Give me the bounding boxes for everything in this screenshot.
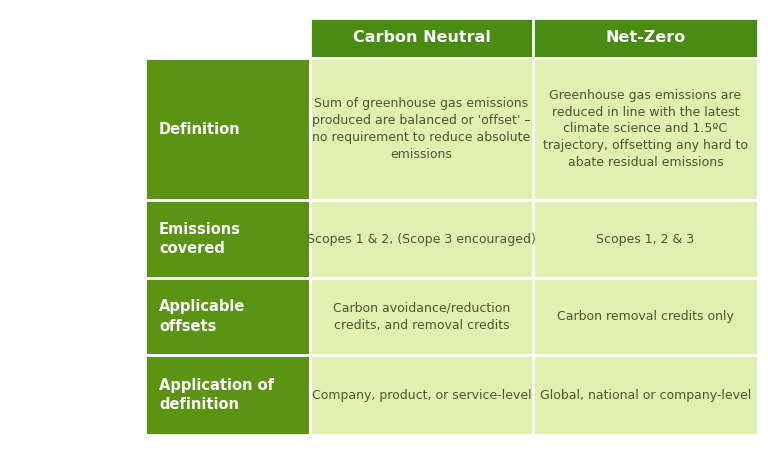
Text: Net-Zero: Net-Zero (605, 31, 686, 46)
Bar (533, 18, 758, 58)
Text: Emissions
covered: Emissions covered (159, 221, 241, 256)
Text: Application of
definition: Application of definition (159, 378, 274, 413)
Text: Scopes 1, 2 & 3: Scopes 1, 2 & 3 (597, 233, 694, 245)
Bar (145, 18, 310, 58)
Bar (310, 278, 533, 355)
Bar (310, 18, 533, 58)
Text: Sum of greenhouse gas emissions
produced are balanced or 'offset' –
no requireme: Sum of greenhouse gas emissions produced… (312, 97, 531, 161)
Bar (145, 355, 310, 435)
Bar (533, 278, 758, 355)
Text: Carbon Neutral: Carbon Neutral (353, 31, 491, 46)
Bar (145, 200, 310, 278)
Bar (533, 355, 758, 435)
Text: Definition: Definition (159, 122, 240, 137)
Text: Applicable
offsets: Applicable offsets (159, 299, 245, 334)
Text: Carbon avoidance/reduction
credits, and removal credits: Carbon avoidance/reduction credits, and … (333, 301, 510, 332)
Text: Company, product, or service-level: Company, product, or service-level (312, 389, 531, 401)
Bar (145, 278, 310, 355)
Text: Global, national or company-level: Global, national or company-level (540, 389, 751, 401)
Bar (310, 58, 533, 200)
Text: Carbon removal credits only: Carbon removal credits only (557, 310, 734, 323)
Bar (145, 58, 310, 200)
Text: Scopes 1 & 2, (Scope 3 encouraged): Scopes 1 & 2, (Scope 3 encouraged) (307, 233, 536, 245)
Text: Greenhouse gas emissions are
reduced in line with the latest
climate science and: Greenhouse gas emissions are reduced in … (543, 89, 748, 170)
Bar (310, 200, 533, 278)
Bar (310, 355, 533, 435)
Bar (533, 200, 758, 278)
Bar (533, 58, 758, 200)
